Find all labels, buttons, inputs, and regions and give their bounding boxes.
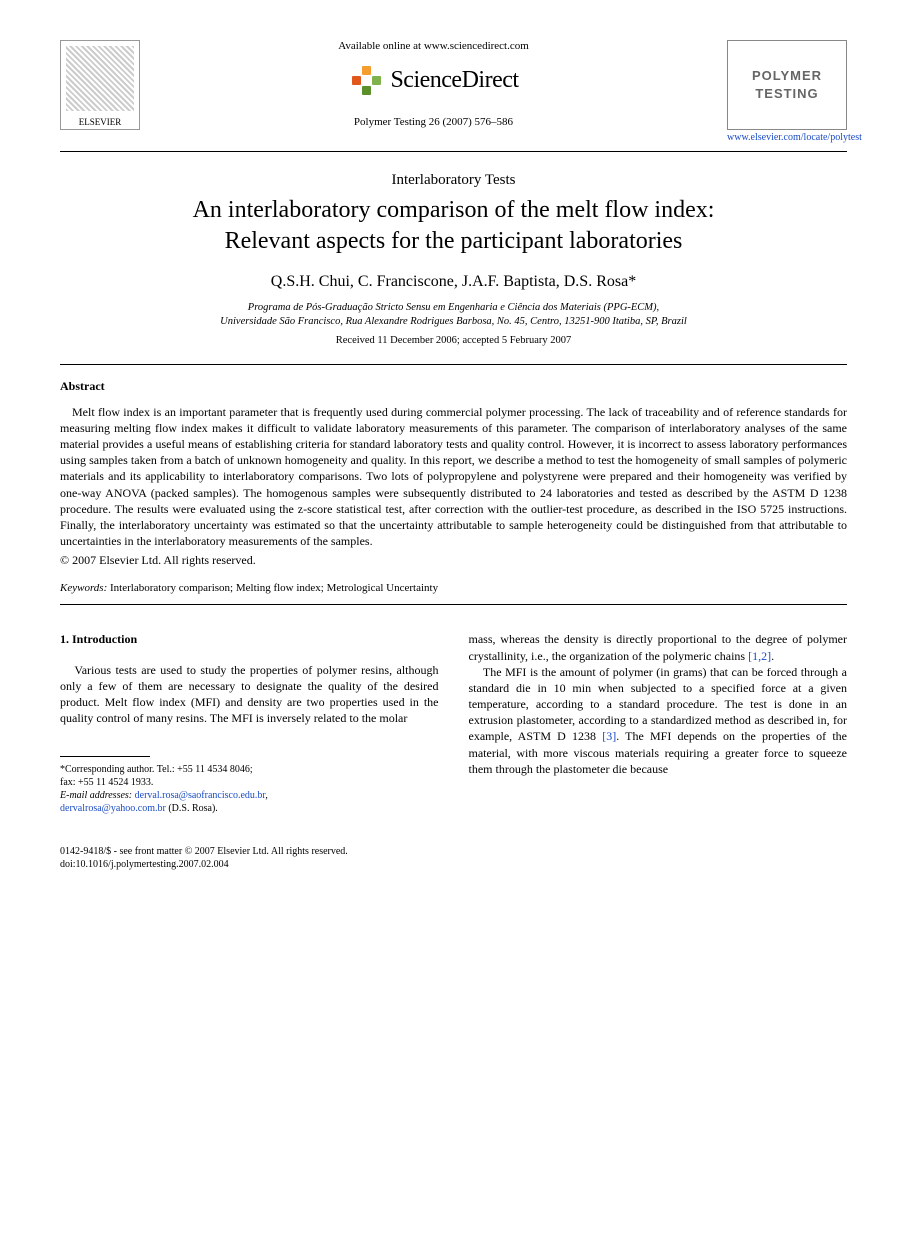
column-left: 1. Introduction Various tests are used t… [60, 631, 439, 815]
elsevier-logo-text: ELSEVIER [77, 117, 124, 127]
sciencedirect-logo-text: ScienceDirect [390, 67, 518, 94]
email-1[interactable]: derval.rosa@saofrancisco.edu.br [135, 790, 266, 801]
ref-link-1-2[interactable]: [1,2] [748, 649, 771, 663]
column-right: mass, whereas the density is directly pr… [469, 631, 848, 815]
issn-line: 0142-9418/$ - see front matter © 2007 El… [60, 845, 847, 858]
keywords-line: Keywords: Interlaboratory comparison; Me… [60, 582, 847, 594]
doi-line: doi:10.1016/j.polymertesting.2007.02.004 [60, 858, 847, 871]
email-line2: dervalrosa@yahoo.com.br (D.S. Rosa). [60, 802, 439, 815]
journal-logo: POLYMER TESTING [727, 40, 847, 130]
article-dates: Received 11 December 2006; accepted 5 Fe… [60, 335, 847, 346]
article-type: Interlaboratory Tests [60, 172, 847, 189]
email-sep: , [265, 790, 268, 801]
email-line: E-mail addresses: derval.rosa@saofrancis… [60, 789, 439, 802]
keywords-text: Interlaboratory comparison; Melting flow… [107, 582, 438, 594]
keywords-label: Keywords: [60, 582, 107, 594]
journal-logo-line2: TESTING [755, 85, 818, 103]
footnote-block: *Corresponding author. Tel.: +55 11 4534… [60, 763, 439, 815]
title-line1: An interlaboratory comparison of the mel… [193, 197, 715, 223]
body-columns: 1. Introduction Various tests are used t… [60, 631, 847, 815]
col2-p1-a: mass, whereas the density is directly pr… [469, 632, 848, 662]
sciencedirect-icon [348, 62, 384, 98]
col2-para1: mass, whereas the density is directly pr… [469, 631, 848, 663]
abstract-copyright: © 2007 Elsevier Ltd. All rights reserved… [60, 553, 847, 568]
header-row: ELSEVIER Available online at www.science… [60, 40, 847, 143]
col1-para1: Various tests are used to study the prop… [60, 662, 439, 727]
elsevier-logo: ELSEVIER [60, 40, 140, 130]
authors: Q.S.H. Chui, C. Franciscone, J.A.F. Bapt… [60, 273, 847, 291]
section-1-heading: 1. Introduction [60, 631, 439, 647]
top-rule [60, 151, 847, 152]
ref-link-3[interactable]: [3] [602, 729, 616, 743]
corresponding-fax: fax: +55 11 4524 1933. [60, 776, 439, 789]
email-label: E-mail addresses: [60, 790, 132, 801]
col2-p1-b: . [771, 649, 774, 663]
sciencedirect-block: Available online at www.sciencedirect.co… [140, 40, 727, 128]
affiliation: Programa de Pós-Graduação Stricto Sensu … [60, 301, 847, 328]
journal-logo-line1: POLYMER [752, 67, 822, 85]
footer-info: 0142-9418/$ - see front matter © 2007 El… [60, 845, 847, 871]
affiliation-line2: Universidade São Francisco, Rua Alexandr… [220, 316, 687, 327]
journal-box-wrap: POLYMER TESTING www.elsevier.com/locate/… [727, 40, 847, 143]
sciencedirect-logo: ScienceDirect [348, 62, 518, 98]
article-title: An interlaboratory comparison of the mel… [60, 195, 847, 257]
footnote-rule [60, 756, 150, 757]
col2-para2: The MFI is the amount of polymer (in gra… [469, 664, 848, 777]
corresponding-author: *Corresponding author. Tel.: +55 11 4534… [60, 763, 439, 776]
abstract-heading: Abstract [60, 379, 847, 394]
email-author-name: (D.S. Rosa). [166, 803, 218, 814]
pre-abstract-rule [60, 364, 847, 365]
affiliation-line1: Programa de Pós-Graduação Stricto Sensu … [248, 302, 659, 313]
journal-link[interactable]: www.elsevier.com/locate/polytest [727, 132, 847, 143]
citation-text: Polymer Testing 26 (2007) 576–586 [140, 116, 727, 128]
title-line2: Relevant aspects for the participant lab… [225, 228, 683, 254]
abstract-text: Melt flow index is an important paramete… [60, 404, 847, 550]
email-2[interactable]: dervalrosa@yahoo.com.br [60, 803, 166, 814]
available-online-text: Available online at www.sciencedirect.co… [140, 40, 727, 52]
post-abstract-rule [60, 604, 847, 605]
